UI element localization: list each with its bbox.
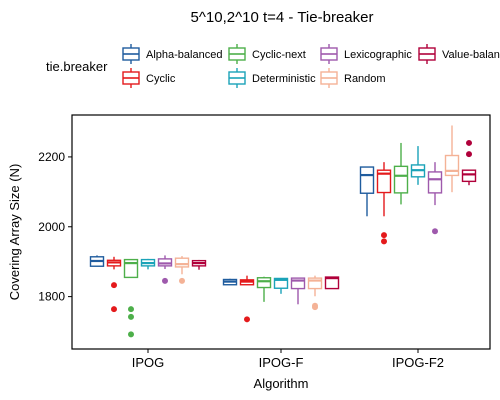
x-axis: IPOG IPOG-F IPOG-F2	[132, 349, 444, 370]
box-cyclic-next-ipog	[123, 258, 139, 338]
box-iqr	[273, 277, 289, 289]
outlier-point	[162, 277, 168, 284]
outlier-point	[312, 304, 318, 311]
legend-label: Cyclic	[146, 73, 176, 85]
box-iqr	[444, 154, 460, 177]
outlier-point	[244, 316, 250, 323]
box-iqr	[461, 169, 477, 183]
legend-label: Random	[344, 73, 386, 85]
y-tick-label: 2200	[38, 150, 65, 164]
box-cyclic-next-ipog-f2	[393, 142, 409, 205]
box-iqr	[427, 171, 443, 194]
legend-item-alpha-balanced: Alpha-balanced	[122, 44, 222, 64]
plot-panel-border	[71, 114, 491, 350]
box-random-ipog-f	[307, 275, 323, 311]
box-cyclic-ipog-f2	[376, 162, 392, 245]
box-alpha-balanced-ipog	[89, 255, 105, 267]
y-tick-label: 2000	[38, 220, 65, 234]
box-iqr	[393, 165, 409, 194]
box-iqr	[376, 169, 392, 194]
outlier-point	[179, 277, 185, 284]
box-cyclic-ipog-f	[239, 275, 255, 323]
box-deterministic-ipog	[140, 258, 156, 270]
box-lexicographic-ipog-f2	[427, 162, 443, 235]
outlier-point	[111, 282, 117, 289]
box-alpha-balanced-ipog-f2	[359, 166, 375, 217]
outlier-point	[432, 228, 438, 235]
box-deterministic-ipog-f	[273, 277, 289, 294]
box-random-ipog	[174, 256, 190, 284]
legend-label: Lexicographic	[344, 49, 412, 61]
outlier-point	[466, 139, 472, 146]
legend-item-deterministic: Deterministic	[228, 68, 316, 88]
y-axis-label: Covering Array Size (N)	[7, 164, 22, 301]
legend-item-cyclic-next: Cyclic-next	[228, 44, 306, 64]
outlier-point	[466, 151, 472, 158]
box-value-balanced-ipog	[191, 259, 207, 270]
legend-label: Value-balanced	[442, 49, 500, 61]
outlier-point	[111, 306, 117, 313]
box-iqr	[174, 257, 190, 268]
box-value-balanced-ipog-f2	[461, 139, 477, 186]
y-axis: 1800 2000 2200	[38, 150, 72, 304]
box-lexicographic-ipog	[157, 255, 173, 284]
box-iqr	[290, 277, 306, 290]
legend-title: tie.breaker	[46, 59, 108, 74]
legend-item-value-balanced: Value-balanced	[418, 44, 500, 64]
box-iqr	[359, 166, 375, 194]
x-tick-label: IPOG-F	[259, 355, 304, 370]
legend: Alpha-balanced Cyclic Cyclic-next Determini…	[122, 44, 500, 88]
box-value-balanced-ipog-f	[324, 276, 340, 290]
legend-item-cyclic: Cyclic	[122, 68, 176, 88]
box-random-ipog-f2	[444, 125, 460, 193]
box-deterministic-ipog-f2	[410, 146, 426, 185]
outlier-point	[381, 232, 387, 239]
x-axis-label: Algorithm	[254, 376, 309, 391]
box-alpha-balanced-ipog-f	[222, 278, 238, 286]
outlier-point	[128, 306, 134, 313]
x-tick-label: IPOG	[132, 355, 165, 370]
legend-item-random: Random	[320, 68, 386, 88]
legend-label: Cyclic-next	[252, 49, 306, 61]
y-tick-label: 1800	[38, 290, 65, 304]
box-cyclic-ipog	[106, 256, 122, 313]
outlier-point	[128, 313, 134, 320]
chart-title: 5^10,2^10 t=4 - Tie-breaker	[191, 9, 374, 26]
legend-label: Deterministic	[252, 73, 316, 85]
outlier-point	[381, 238, 387, 245]
outlier-point	[128, 331, 134, 338]
x-tick-label: IPOG-F2	[392, 355, 444, 370]
box-iqr	[307, 277, 323, 290]
legend-item-lexicographic: Lexicographic	[320, 44, 412, 64]
legend-label: Alpha-balanced	[146, 49, 222, 61]
box-lexicographic-ipog-f	[290, 277, 306, 305]
plot-area	[89, 125, 477, 338]
box-cyclic-next-ipog-f	[256, 276, 272, 302]
box-iqr	[256, 277, 272, 289]
